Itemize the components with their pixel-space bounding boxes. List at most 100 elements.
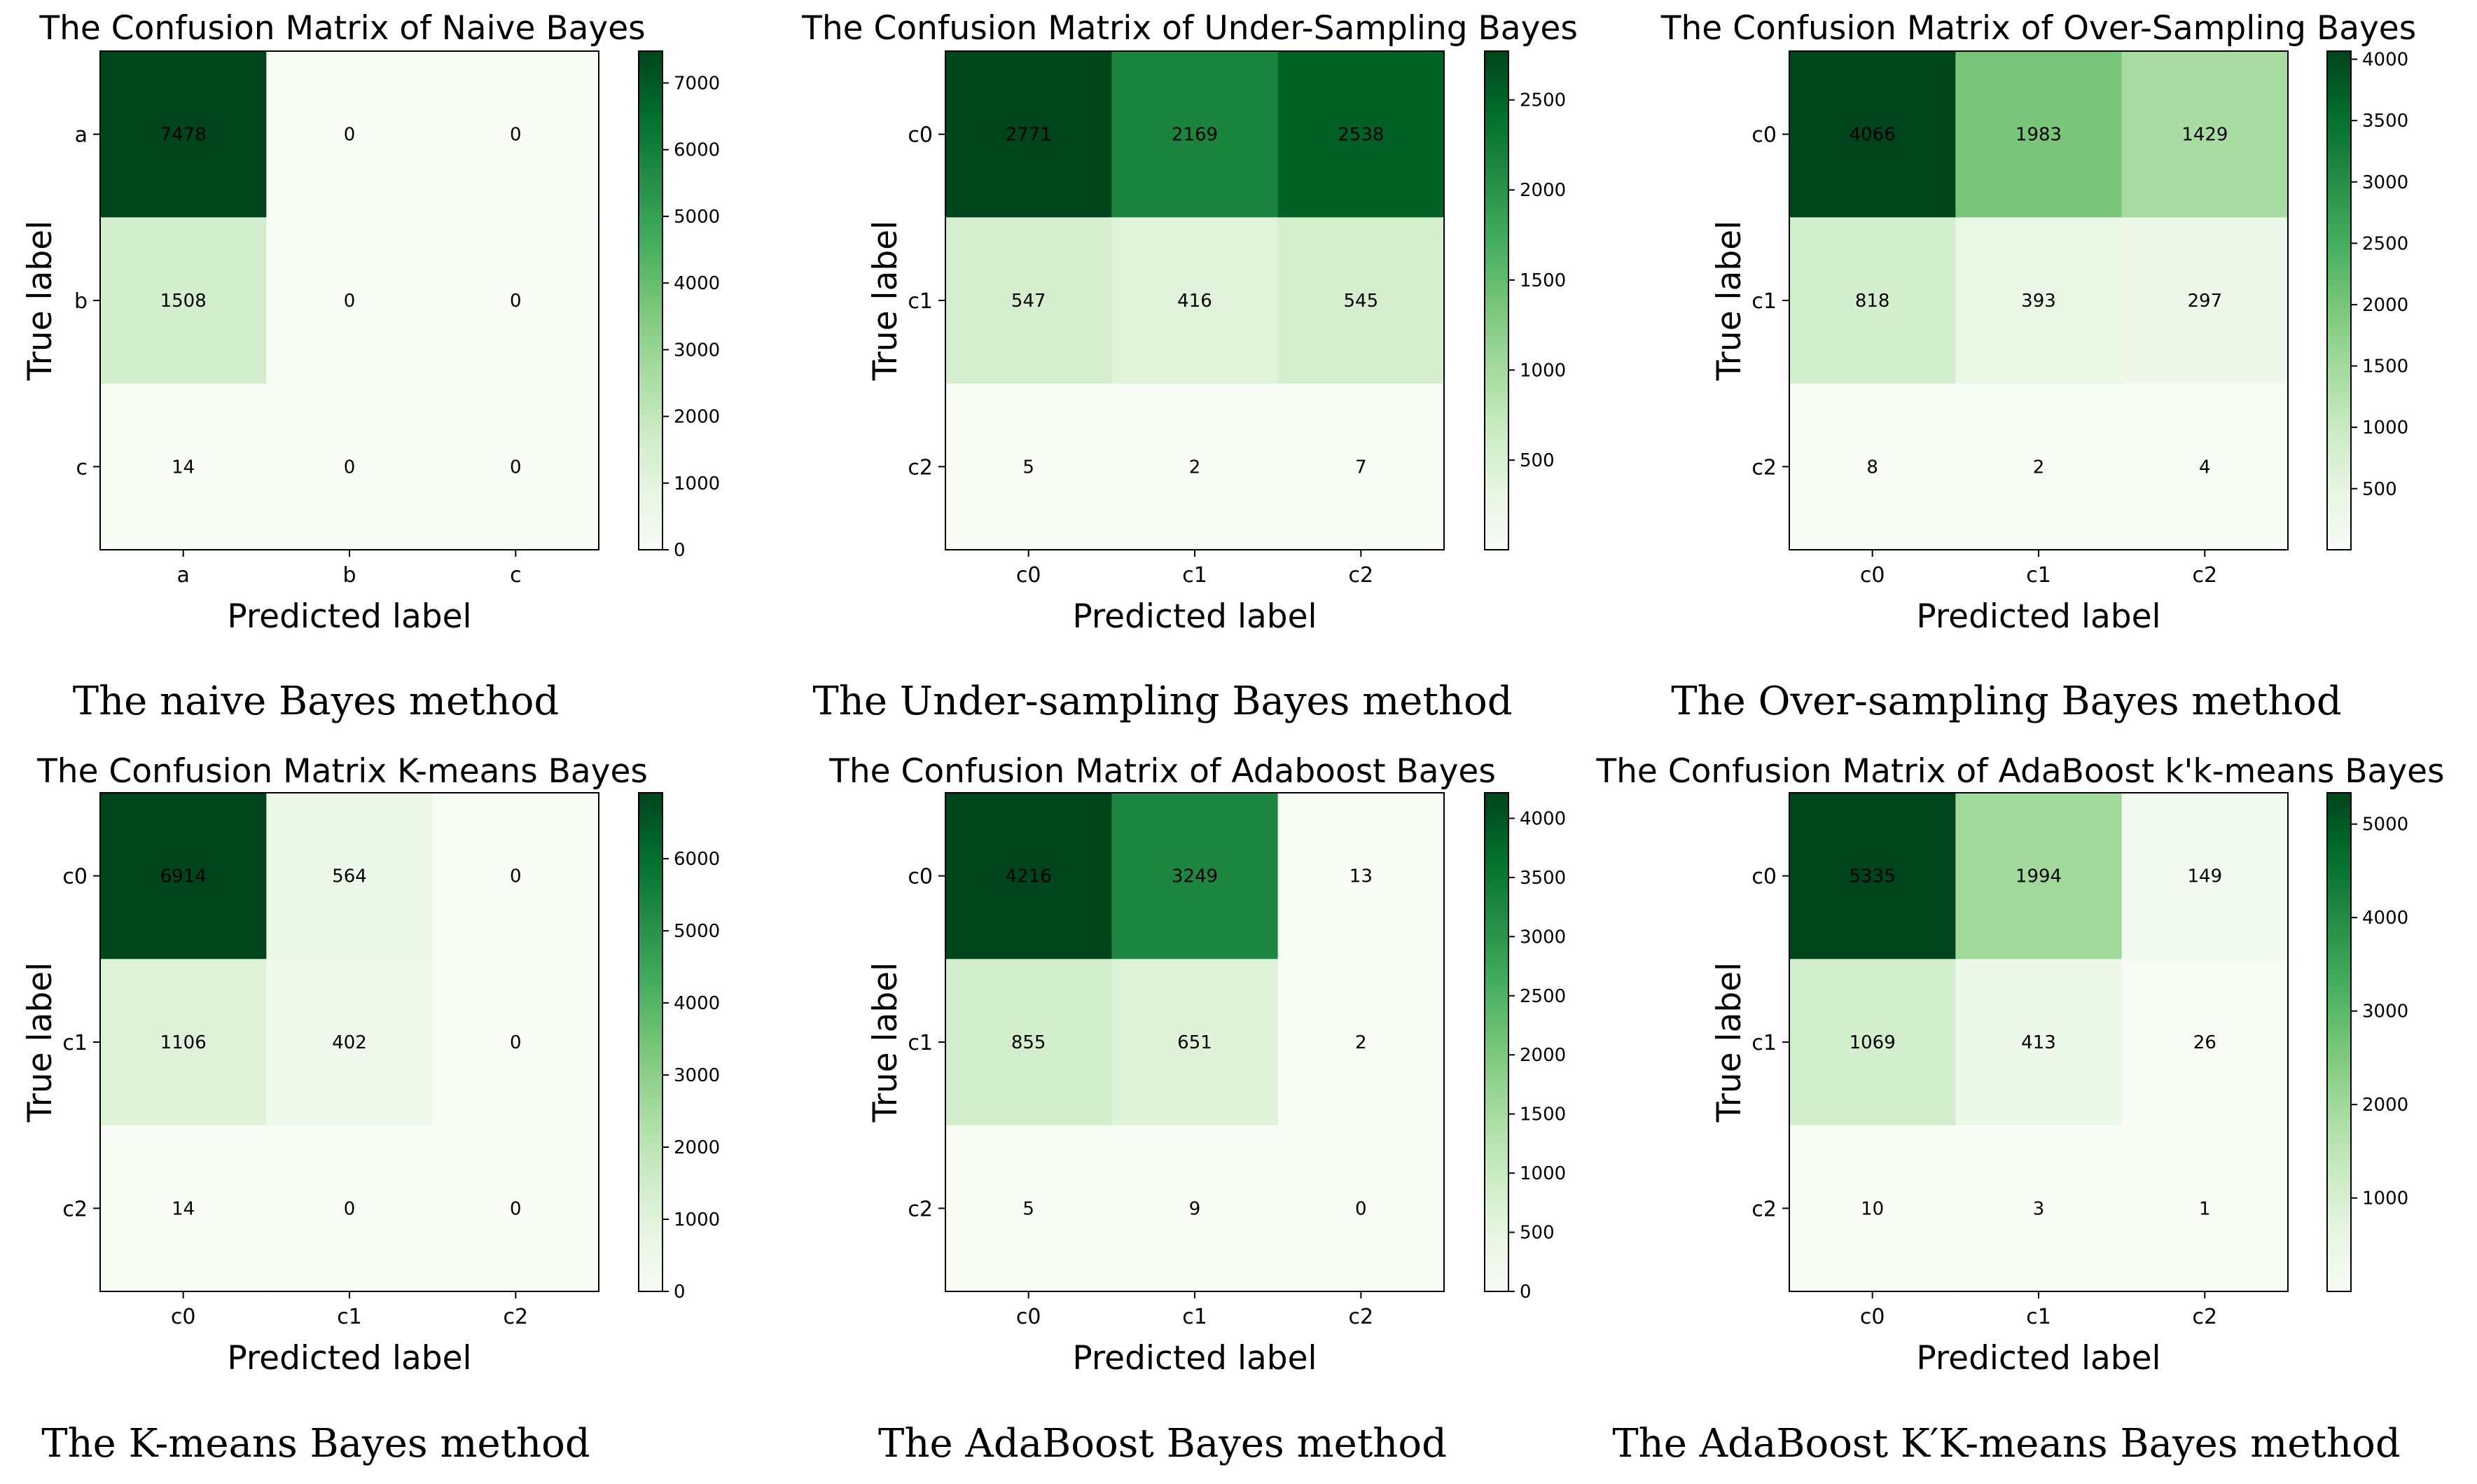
x-tick-label: c2 xyxy=(1349,1305,1374,1329)
matrix-cell xyxy=(432,51,599,218)
y-tick-label: c2 xyxy=(908,455,933,480)
x-axis-label: Predicted label xyxy=(227,597,471,636)
colorbar-tick-label: 3000 xyxy=(1520,927,1566,948)
cell-value: 393 xyxy=(2021,291,2056,312)
matrix-cell xyxy=(266,51,433,218)
chart-title: The Confusion Matrix of AdaBoost k'k-mea… xyxy=(1595,752,2444,791)
colorbar-tick-label: 3000 xyxy=(674,340,720,361)
colorbar-tick-label: 2500 xyxy=(1520,90,1566,111)
colorbar xyxy=(638,792,663,1292)
matrix-cell xyxy=(1111,1125,1279,1292)
y-axis-label: True label xyxy=(866,962,905,1123)
cell-value: 2 xyxy=(2033,457,2045,478)
cell-value: 0 xyxy=(510,1198,522,1219)
y-tick-label: c2 xyxy=(62,1197,88,1221)
x-tick-label: c1 xyxy=(2026,1305,2051,1329)
y-axis-label: True label xyxy=(866,221,905,381)
x-tick-label: c1 xyxy=(1182,563,1207,588)
cell-value: 9 xyxy=(1189,1198,1201,1219)
cell-value: 0 xyxy=(510,125,522,146)
matrix-cell xyxy=(1955,793,2123,959)
colorbar-tick-label: 500 xyxy=(1520,450,1555,471)
figure-caption: The AdaBoost Bayes method xyxy=(878,1421,1447,1466)
cell-value: 0 xyxy=(344,125,356,146)
y-tick-label: c0 xyxy=(62,865,88,889)
cell-value: 1069 xyxy=(1850,1032,1896,1053)
colorbar-tick-label: 4000 xyxy=(2362,908,2408,929)
colorbar-tick-label: 3500 xyxy=(1520,868,1566,889)
y-tick-label: c1 xyxy=(908,289,933,314)
matrix-cell xyxy=(945,383,1112,550)
cell-value: 3 xyxy=(2033,1198,2045,1219)
x-tick-label: c0 xyxy=(171,1305,196,1329)
y-tick-label: c0 xyxy=(1751,865,1777,889)
cell-value: 2 xyxy=(1189,457,1201,478)
y-tick-label: c1 xyxy=(908,1031,933,1055)
x-axis-label: Predicted label xyxy=(1072,597,1317,636)
cell-value: 5 xyxy=(1022,457,1034,478)
cell-value: 2169 xyxy=(1172,125,1218,146)
cell-value: 10 xyxy=(1861,1198,1884,1219)
chart-title: The Confusion Matrix K-means Bayes xyxy=(36,752,648,791)
matrix-cell xyxy=(2121,1125,2289,1292)
matrix-cell xyxy=(432,1125,599,1292)
x-tick-label: c0 xyxy=(1860,1305,1885,1329)
y-tick-label: c2 xyxy=(1751,1197,1777,1221)
matrix-cell xyxy=(1789,383,1956,550)
confusion-matrix-panel: The Confusion Matrix of Under-Sampling B… xyxy=(801,9,1578,724)
matrix-cell xyxy=(1111,51,1279,218)
matrix-cell xyxy=(432,959,599,1126)
cell-value: 0 xyxy=(1355,1198,1367,1219)
matrix-cell xyxy=(1111,959,1279,1126)
matrix-cell xyxy=(2121,217,2289,384)
matrix-cell xyxy=(1277,51,1445,218)
colorbar-tick-label: 2000 xyxy=(1520,180,1566,201)
x-tick-label: c2 xyxy=(2193,1305,2218,1329)
matrix-cell xyxy=(2121,383,2289,550)
confusion-matrix-panel: The Confusion Matrix of AdaBoost k'k-mea… xyxy=(1595,752,2444,1466)
cell-value: 297 xyxy=(2188,291,2223,312)
colorbar-tick-label: 0 xyxy=(674,540,686,561)
cell-value: 855 xyxy=(1011,1032,1046,1053)
y-tick-label: c1 xyxy=(1751,1031,1777,1055)
colorbar-tick-label: 500 xyxy=(2362,479,2397,500)
colorbar-tick-label: 1000 xyxy=(674,473,720,494)
colorbar-tick-label: 1000 xyxy=(2362,417,2408,438)
matrix-cell xyxy=(100,1125,267,1292)
cell-value: 4216 xyxy=(1006,866,1052,887)
matrix-cell xyxy=(266,1125,433,1292)
colorbar-tick-label: 4000 xyxy=(674,273,720,294)
cell-value: 6914 xyxy=(160,866,207,887)
y-tick-label: c1 xyxy=(62,1031,88,1055)
x-tick-label: c1 xyxy=(337,1305,362,1329)
colorbar-tick-label: 1000 xyxy=(2362,1188,2408,1209)
matrix-cell xyxy=(2121,959,2289,1126)
cell-value: 13 xyxy=(1349,866,1373,887)
cell-value: 1 xyxy=(2199,1198,2211,1219)
cell-value: 413 xyxy=(2021,1032,2056,1053)
colorbar xyxy=(638,50,663,550)
cell-value: 2771 xyxy=(1006,125,1052,146)
colorbar-tick-label: 6000 xyxy=(674,140,720,161)
x-axis-label: Predicted label xyxy=(1916,597,2160,636)
figure-caption: The naive Bayes method xyxy=(73,679,560,724)
x-tick-label: c xyxy=(510,563,522,588)
cell-value: 3249 xyxy=(1172,866,1218,887)
cell-value: 5 xyxy=(1022,1198,1034,1219)
confusion-matrix-panel: The Confusion Matrix of Over-Sampling Ba… xyxy=(1660,9,2416,724)
figure-caption: The K-means Bayes method xyxy=(41,1421,590,1466)
colorbar-tick-label: 2000 xyxy=(1520,1045,1566,1066)
y-tick-label: c0 xyxy=(908,865,933,889)
x-tick-label: c2 xyxy=(1349,563,1374,588)
y-axis-label: True label xyxy=(1710,221,1749,381)
cell-value: 1106 xyxy=(160,1032,207,1053)
confusion-matrix-panel: The Confusion Matrix K-means Bayes 6914 56… xyxy=(21,752,720,1466)
colorbar-tick-label: 4000 xyxy=(2362,50,2408,71)
chart-title: The Confusion Matrix of Under-Sampling B… xyxy=(801,9,1578,48)
colorbar-tick-label: 3000 xyxy=(2362,172,2408,193)
matrix-cell xyxy=(945,959,1112,1126)
y-tick-label: b xyxy=(74,289,88,314)
confusion-matrix-panel: The Confusion Matrix of Naive Bayes 7478 0… xyxy=(21,9,720,724)
colorbar-tick-label: 3500 xyxy=(2362,111,2408,132)
cell-value: 1429 xyxy=(2181,125,2228,146)
